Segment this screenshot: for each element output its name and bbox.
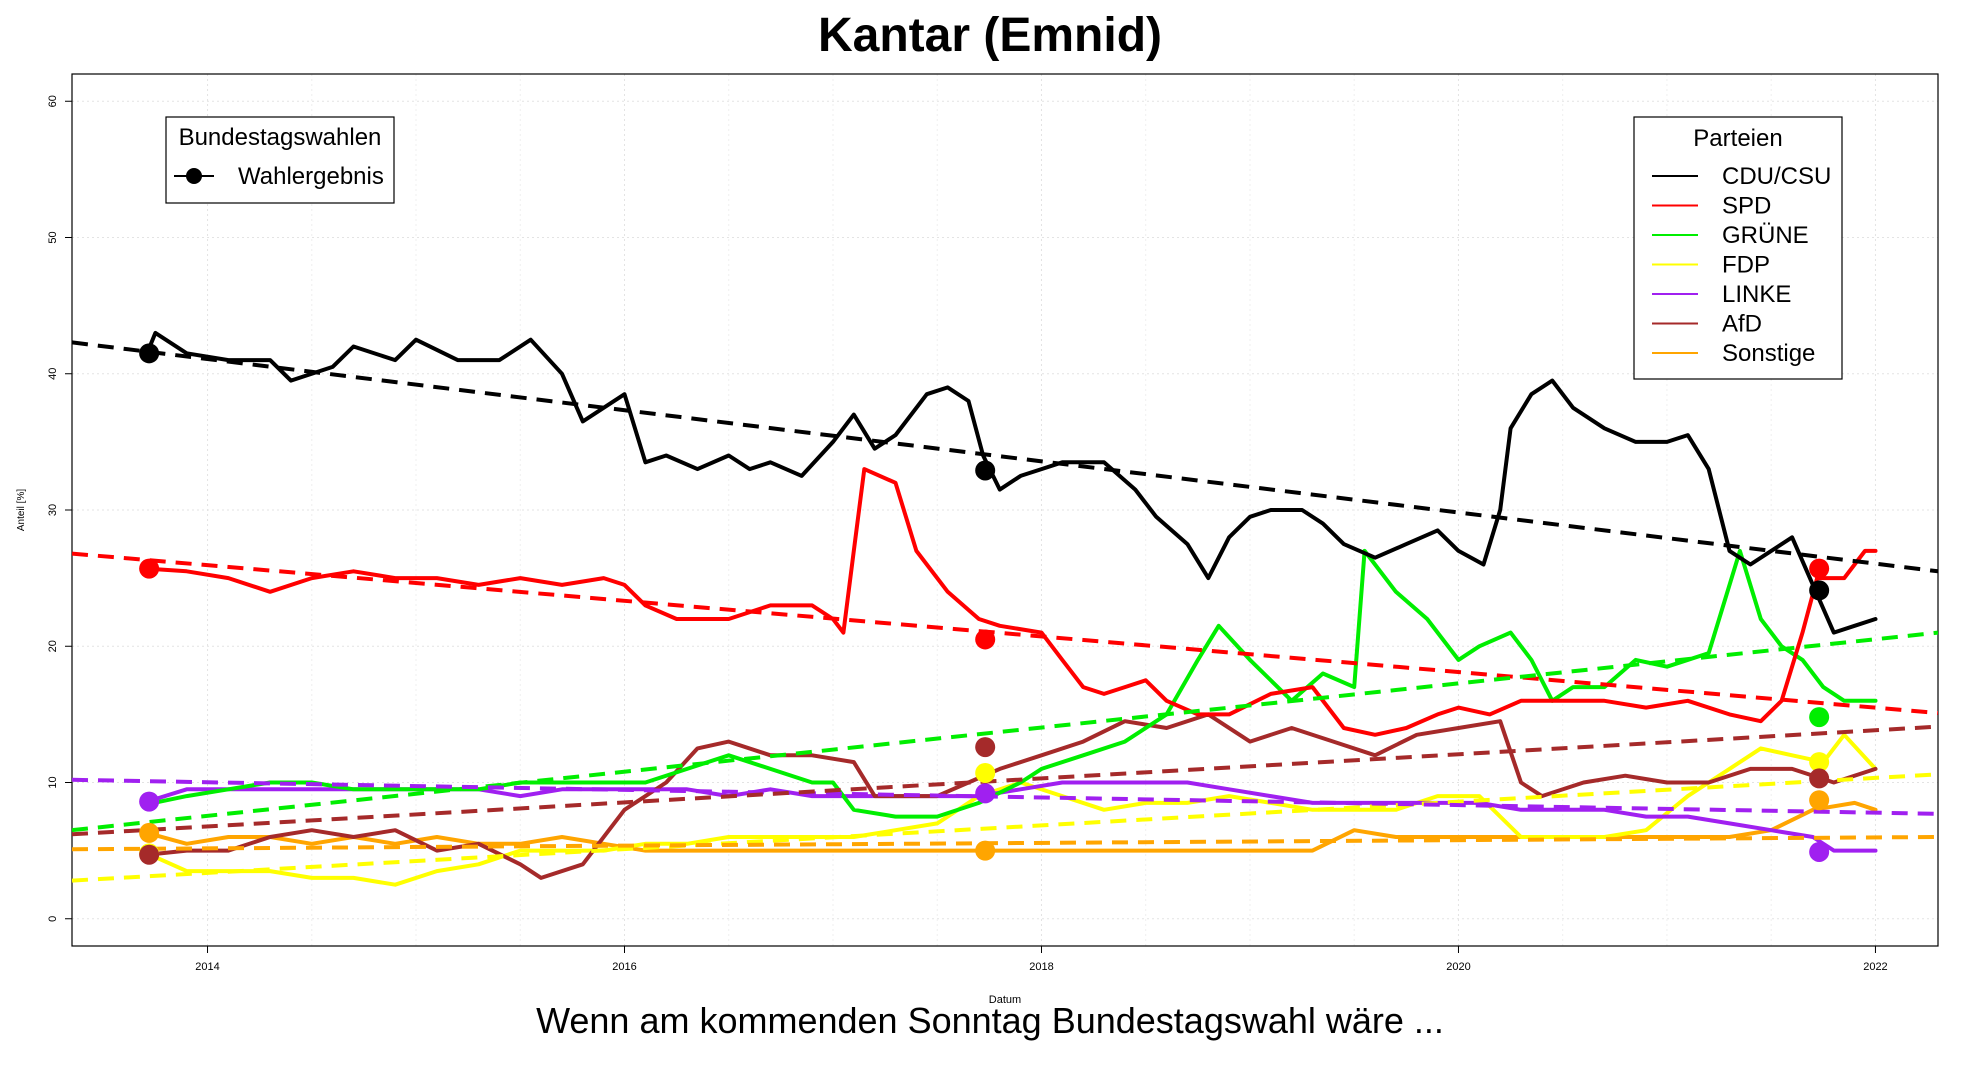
legend-label-spd: SPD [1722, 193, 1771, 220]
legend-parties-box [1633, 116, 1843, 380]
legend-elections-label: Wahlergebnis [238, 163, 384, 190]
y-tick-label: 20 [47, 640, 59, 652]
x-tick-label: 2014 [195, 961, 219, 973]
election-marker-afd [975, 737, 996, 758]
legend-elections-box [165, 116, 395, 204]
chart-subtitle: Wenn am kommenden Sonntag Bundestagswahl… [536, 1000, 1444, 1041]
y-tick-label: 10 [47, 776, 59, 788]
legend-elections-title: Bundestagswahlen [179, 124, 382, 151]
legend-label-cdu-csu: CDU/CSU [1722, 163, 1831, 190]
x-tick-label: 2020 [1446, 961, 1470, 973]
legend-label-gr-ne: GRÜNE [1722, 222, 1809, 249]
y-tick-label: 40 [47, 368, 59, 380]
x-tick-label: 2018 [1029, 961, 1053, 973]
election-marker-fdp [975, 762, 996, 783]
legend-label-linke: LINKE [1722, 281, 1791, 308]
series-line-fdp [145, 732, 1878, 887]
election-marker-cdu-csu [139, 343, 160, 364]
election-marker-spd [975, 629, 996, 650]
election-marker-cdu-csu [975, 460, 996, 481]
x-tick-label: 2022 [1863, 961, 1887, 973]
election-marker-spd [139, 558, 160, 579]
x-tick-label: 2016 [612, 961, 636, 973]
election-marker-gr-ne [1809, 707, 1830, 728]
election-marker-linke [1809, 841, 1830, 862]
election-marker-spd [1809, 558, 1830, 579]
legend-label-fdp: FDP [1722, 252, 1770, 279]
series-line-cdu-csu [145, 330, 1878, 635]
series-line-spd [145, 467, 1878, 737]
trend-line-gr-ne [72, 630, 1938, 833]
y-tick-label: 60 [47, 95, 59, 107]
trend-line-spd [72, 551, 1938, 716]
legend-label-afd: AfD [1722, 311, 1762, 338]
election-marker-linke [139, 791, 160, 812]
trend-line-cdu-csu [72, 340, 1938, 574]
y-tick-label: 0 [47, 916, 59, 922]
election-marker-linke [975, 783, 996, 804]
election-marker-afd [1809, 768, 1830, 789]
election-marker-afd [139, 844, 160, 865]
y-tick-label: 30 [47, 504, 59, 516]
legend-label-sonstige: Sonstige [1722, 340, 1815, 367]
election-marker-fdp [1809, 752, 1830, 773]
election-marker-sonstige [139, 822, 160, 843]
y-axis-label: Anteil [%] [16, 489, 27, 531]
y-tick-label: 50 [47, 231, 59, 243]
trend-line-linke [72, 777, 1938, 816]
election-marker-sonstige [1809, 790, 1830, 811]
legend-elections-marker [186, 168, 202, 184]
election-marker-sonstige [975, 840, 996, 861]
legend-parties-title: Parteien [1693, 125, 1782, 152]
chart-title: Kantar (Emnid) [817, 9, 1162, 62]
election-marker-cdu-csu [1809, 580, 1830, 601]
x-axis-label: Datum [989, 994, 1021, 1006]
